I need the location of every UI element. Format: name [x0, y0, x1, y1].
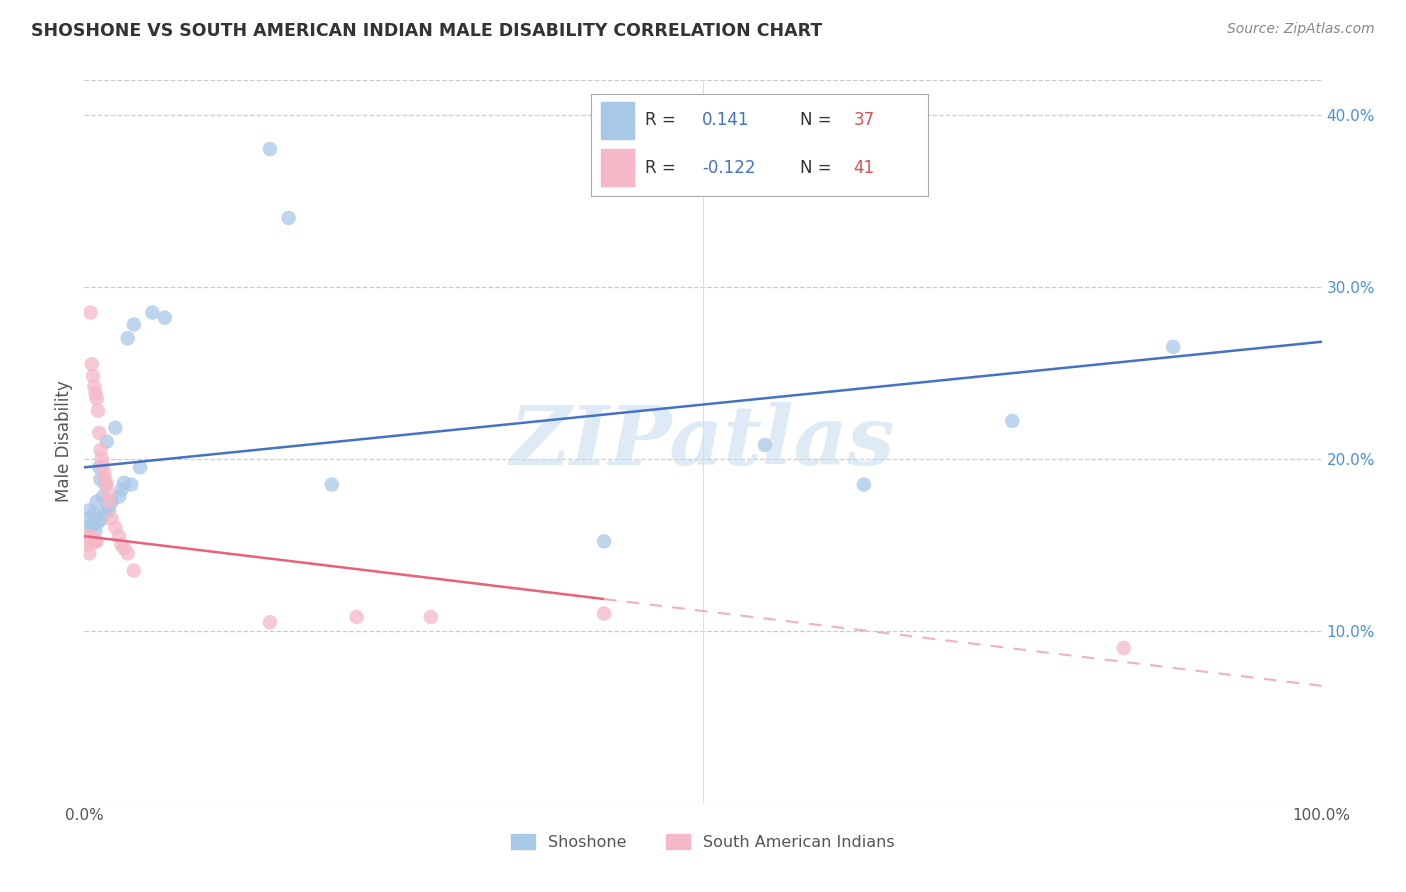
Point [91, 458, 114, 473]
Point [117, 546, 139, 560]
Point [94, 477, 117, 491]
Text: -0.122: -0.122 [702, 159, 755, 177]
Point [79, 529, 101, 543]
Point [90, 451, 112, 466]
Point [593, 607, 616, 621]
Bar [600, 102, 634, 139]
Point [93, 507, 115, 521]
Point [104, 520, 127, 534]
Point [82, 534, 104, 549]
Point [98, 503, 121, 517]
Point [122, 564, 145, 578]
Point [100, 494, 122, 508]
Point [82, 516, 104, 530]
Point [79, 503, 101, 517]
Point [108, 490, 131, 504]
Point [86, 392, 108, 406]
Point [83, 507, 105, 521]
Y-axis label: Male Disability: Male Disability [55, 381, 73, 502]
Text: Source: ZipAtlas.com: Source: ZipAtlas.com [1227, 22, 1375, 37]
Point [277, 211, 299, 225]
Text: R =: R = [644, 159, 675, 177]
Text: N =: N = [800, 159, 831, 177]
Point [129, 460, 152, 475]
Point [80, 357, 103, 371]
Point [112, 475, 135, 490]
Point [90, 512, 112, 526]
Point [87, 516, 110, 530]
Point [419, 610, 441, 624]
Point [122, 318, 145, 332]
Point [97, 486, 120, 500]
Point [100, 512, 122, 526]
Point [79, 520, 101, 534]
Point [1001, 414, 1024, 428]
Point [79, 546, 101, 560]
Point [852, 477, 875, 491]
Point [77, 538, 100, 552]
Point [93, 466, 115, 480]
Point [754, 438, 776, 452]
Point [83, 534, 105, 549]
Point [80, 517, 103, 532]
Text: R =: R = [644, 112, 675, 129]
Point [110, 538, 132, 552]
Point [346, 610, 368, 624]
Point [153, 310, 176, 325]
Point [84, 386, 107, 401]
Point [76, 529, 98, 543]
Point [89, 443, 111, 458]
Point [79, 305, 101, 319]
Point [89, 472, 111, 486]
Point [97, 500, 120, 514]
Point [94, 472, 117, 486]
Point [84, 524, 107, 538]
Point [77, 512, 100, 526]
Point [259, 142, 281, 156]
Point [86, 534, 108, 549]
Text: 0.141: 0.141 [702, 112, 749, 129]
Text: ZIPatlas: ZIPatlas [510, 401, 896, 482]
Point [104, 421, 127, 435]
Text: SHOSHONE VS SOUTH AMERICAN INDIAN MALE DISABILITY CORRELATION CHART: SHOSHONE VS SOUTH AMERICAN INDIAN MALE D… [31, 22, 823, 40]
Point [80, 534, 103, 549]
Point [86, 494, 108, 508]
Point [89, 460, 111, 475]
Point [1161, 340, 1184, 354]
Text: N =: N = [800, 112, 831, 129]
Point [98, 494, 121, 508]
Text: 41: 41 [853, 159, 875, 177]
Point [83, 379, 105, 393]
Point [87, 403, 110, 417]
Point [321, 477, 343, 491]
Point [84, 534, 107, 549]
Text: 37: 37 [853, 112, 875, 129]
Bar [600, 149, 634, 186]
Legend: Shoshone, South American Indians: Shoshone, South American Indians [505, 828, 901, 856]
Point [96, 477, 118, 491]
Point [91, 490, 114, 504]
Point [96, 434, 118, 449]
Point [593, 534, 616, 549]
Point [141, 305, 163, 319]
Point [259, 615, 281, 630]
Point [110, 483, 132, 497]
Point [1112, 640, 1135, 655]
Point [120, 477, 142, 491]
Point [117, 331, 139, 345]
Point [112, 541, 135, 556]
Point [108, 529, 131, 543]
Point [89, 425, 111, 440]
Point [82, 369, 104, 384]
